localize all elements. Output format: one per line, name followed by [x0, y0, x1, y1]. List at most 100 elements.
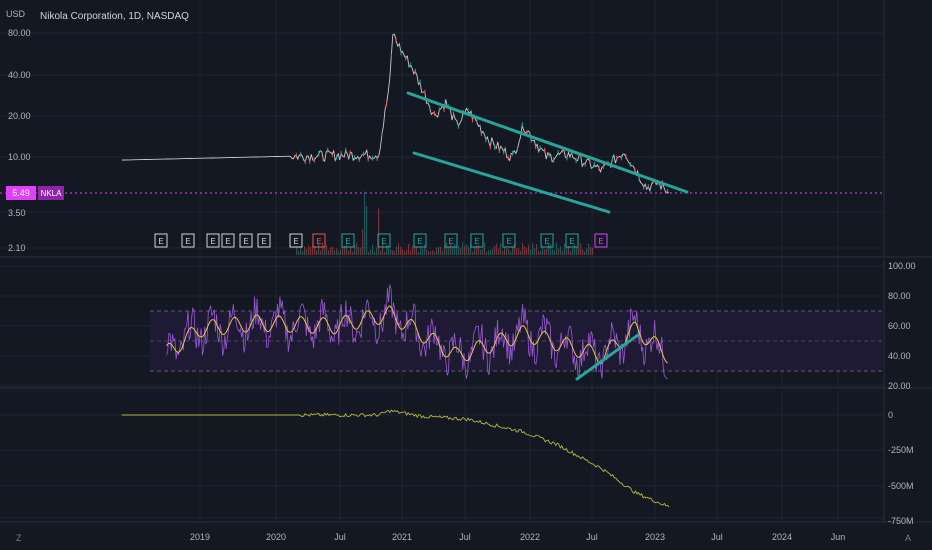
time-axis-label: 2024	[772, 532, 792, 542]
volume-bar	[324, 247, 326, 255]
earnings-marker-label: E	[261, 237, 266, 246]
obv-axis[interactable]: 0 -250M -500M -750M	[888, 410, 914, 526]
volume-bar	[426, 249, 428, 255]
earnings-marker-label: E	[185, 237, 190, 246]
earnings-marker-box	[470, 233, 484, 248]
time-axis-label: Jul	[459, 532, 471, 542]
volume-bar	[340, 249, 342, 255]
time-axis-label: Jul	[711, 532, 723, 542]
volume-bar	[580, 243, 582, 255]
symbol-label: NKLA	[41, 189, 63, 198]
time-axis-label: 2019	[190, 532, 210, 542]
volume-bar	[464, 245, 466, 255]
volume-bar	[510, 251, 512, 255]
price-tick-label: 80.00	[8, 28, 31, 38]
rsi-tick-label: 40.00	[888, 351, 911, 361]
volume-bar	[356, 242, 358, 255]
time-axis-label: 2023	[645, 532, 665, 542]
volume-bar	[436, 247, 438, 255]
volume-bar	[346, 244, 348, 255]
volume-bar	[344, 245, 346, 255]
volume-bar	[388, 245, 390, 255]
time-axis[interactable]: 2019 2020 Jul 2021 Jul 2022 Jul 2023 Jul 2024 Jun	[190, 532, 845, 542]
earnings-marker-box	[540, 233, 554, 248]
volume-bar	[332, 246, 334, 255]
earnings-marker-box	[289, 233, 303, 248]
earnings-marker-box	[341, 233, 355, 248]
volume-bar	[562, 250, 564, 255]
obv-line	[121, 409, 670, 508]
volume-bar	[558, 248, 560, 255]
volume-bar	[334, 250, 336, 255]
volume-bar	[452, 247, 454, 255]
volume-bar	[500, 243, 502, 255]
volume-bar	[376, 247, 378, 255]
volume-bar	[588, 243, 590, 255]
chart-title: Nikola Corporation, 1D, NASDAQ	[40, 11, 189, 22]
volume-bar	[396, 246, 398, 255]
volume-bar	[572, 248, 574, 255]
volume-bar	[370, 249, 372, 255]
channel-trendlines[interactable]	[406, 91, 689, 214]
auto-scale-button[interactable]: A	[905, 533, 911, 543]
rsi-tick-label: 60.00	[888, 321, 911, 331]
rsi-line	[166, 284, 668, 379]
volume-bar	[372, 244, 374, 255]
volume-bar	[492, 248, 494, 255]
volume-bar	[306, 249, 308, 255]
volume-bar	[466, 244, 468, 255]
obv-tick-label: -500M	[888, 481, 914, 491]
volume-bar	[490, 249, 492, 255]
volume-bar	[458, 245, 460, 255]
volume-bar	[512, 247, 514, 255]
volume-bar	[302, 251, 304, 255]
grid	[0, 0, 884, 522]
volume-bar	[482, 248, 484, 255]
volume-bar	[330, 247, 332, 255]
obv-tick-label: -250M	[888, 445, 914, 455]
volume-bar	[304, 246, 306, 255]
volume-bar	[554, 250, 556, 255]
price-tick-label: 40.00	[8, 70, 31, 80]
volume-bar	[494, 246, 496, 255]
volume-bar	[582, 249, 584, 255]
price-tick-label: 20.00	[8, 111, 31, 121]
volume-bar	[530, 249, 532, 255]
rsi-tick-label: 80.00	[888, 291, 911, 301]
price-axis[interactable]: 80.00 40.00 20.00 10.00 3.50 2.10	[8, 28, 31, 253]
volume-bar	[366, 206, 368, 255]
time-axis-label: Jul	[334, 532, 346, 542]
volume-bar	[556, 242, 558, 255]
volume-bar	[514, 242, 516, 255]
volume-bar	[516, 247, 518, 255]
volume-bar	[448, 247, 450, 255]
volume-bar	[590, 246, 592, 255]
volume-bar	[502, 251, 504, 255]
rsi-series	[166, 284, 669, 381]
last-price-label: 5.49	[12, 188, 30, 198]
earnings-marker-label: E	[158, 237, 163, 246]
volume-bar	[364, 191, 366, 255]
earnings-marker-label: E	[417, 237, 422, 246]
volume-bar	[298, 250, 300, 255]
volume-bar	[416, 247, 418, 255]
volume-bar	[450, 243, 452, 255]
earnings-marker-label: E	[316, 237, 321, 246]
time-axis-label: 2020	[266, 532, 286, 542]
earnings-marker-box	[257, 233, 271, 248]
rsi-axis[interactable]: 100.00 80.00 60.00 40.00 20.00	[888, 261, 916, 391]
upcoming-earnings-label: E	[598, 237, 603, 246]
volume-bar	[414, 247, 416, 255]
volume-bar	[470, 243, 472, 255]
volume-bar	[408, 244, 410, 255]
earnings-marker-label: E	[544, 237, 549, 246]
volume-bar	[496, 243, 498, 255]
volume-bar	[526, 248, 528, 255]
earnings-marker-box	[181, 233, 195, 248]
earnings-marker-label: E	[345, 237, 350, 246]
earnings-marker-label: E	[210, 237, 215, 246]
corner-label[interactable]: Z	[16, 533, 22, 543]
earnings-marker-box	[565, 233, 579, 248]
